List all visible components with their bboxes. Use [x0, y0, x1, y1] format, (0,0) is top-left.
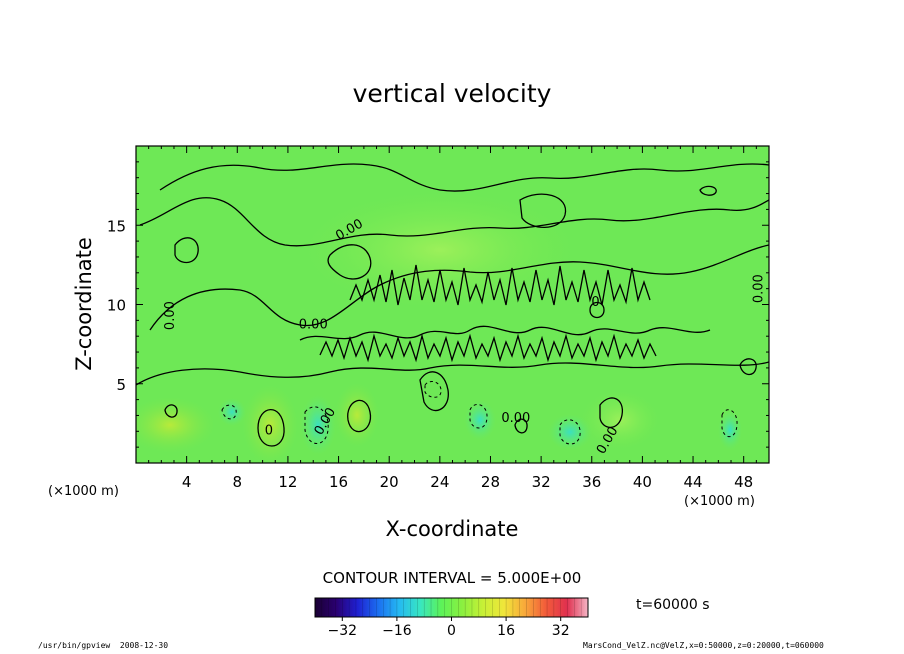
contour-line [159, 163, 769, 192]
contour-lines [136, 163, 769, 447]
contour-line [136, 361, 769, 386]
contour-label: 0.00 [501, 411, 530, 426]
field-patch [300, 190, 580, 310]
contour-line [514, 418, 528, 434]
contour-label: 0 [265, 423, 273, 438]
contour-line [347, 399, 372, 433]
contour-line [699, 185, 717, 196]
x-tick-label: 36 [582, 473, 601, 491]
x-tick-label: 4 [182, 473, 192, 491]
contour-line [257, 409, 285, 447]
y-axis-label: Z-coordinate [72, 237, 96, 371]
x-tick-label: 16 [329, 473, 348, 491]
colorbar-tick-label: 0 [447, 623, 456, 639]
negative-contours [221, 381, 738, 445]
x-tick-label: 28 [481, 473, 500, 491]
field-patch [464, 400, 496, 440]
footer-left: /usr/bin/gpview 2008-12-30 [38, 641, 169, 650]
x-tick-label: 48 [734, 473, 753, 491]
time-label: t=60000 s [636, 597, 710, 613]
contour-label: 0.00 [752, 274, 767, 303]
x-axis-label: X-coordinate [386, 517, 519, 541]
x-tick-label: 8 [233, 473, 243, 491]
x-tick-label: 20 [380, 473, 399, 491]
contour-line [424, 381, 442, 398]
y-axis: 5 10 15 [107, 161, 769, 448]
x-tick-label: 40 [633, 473, 652, 491]
contour-line [589, 301, 605, 319]
footer-right: MarsCond_VelZ.nc@VelZ,x=0:50000,z=0:2000… [583, 641, 824, 650]
colorbar-tick-label: 32 [552, 623, 570, 639]
contour-label: 0.00 [163, 301, 178, 330]
contour-line [519, 193, 567, 229]
x-tick-label: 12 [278, 473, 297, 491]
chart-title: vertical velocity [353, 79, 552, 108]
contour-line [739, 358, 757, 376]
contour-line [599, 397, 623, 429]
contour-line [419, 371, 449, 412]
contour-line [174, 237, 199, 264]
x-tick-label: 32 [532, 473, 551, 491]
field-patch [136, 397, 215, 453]
contour-label: 0 [591, 295, 599, 310]
field-patch [218, 398, 246, 426]
x-unit-right: (×1000 m) [684, 494, 755, 509]
colorbar-tick-label: −32 [328, 623, 358, 639]
contour-line [469, 403, 488, 429]
contour-line [221, 404, 237, 420]
colorbar: −32 −16 0 16 32 [314, 597, 589, 639]
x-tick-label: 44 [683, 473, 702, 491]
contour-line [349, 264, 651, 306]
contour-line [721, 409, 738, 438]
y-tick-label: 5 [116, 376, 126, 394]
y-tick-label: 10 [107, 297, 126, 315]
contour-line [327, 244, 372, 280]
contour-line [139, 197, 769, 247]
contour-line [559, 419, 581, 445]
contour-line [299, 325, 711, 341]
contour-line [149, 244, 769, 331]
plot-area: 0.00 0.000.000.000.000.000.0000 [135, 145, 770, 464]
x-unit-left: (×1000 m) [48, 484, 119, 499]
field-patch [718, 410, 742, 450]
colorbar-tick-label: −16 [382, 623, 412, 639]
field-patch [242, 385, 298, 463]
contour-label: 0.00 [299, 317, 328, 332]
contour-interval: CONTOUR INTERVAL = 5.000E+00 [323, 569, 582, 587]
colorbar-tick-label: 16 [497, 623, 515, 639]
x-axis: 4 8 12 16 20 24 28 32 36 40 44 48 [148, 146, 757, 491]
y-tick-label: 15 [107, 217, 126, 235]
contour-line [319, 333, 657, 363]
field-patch [335, 383, 379, 447]
colorbar-ticks: −32 −16 0 16 32 [314, 598, 589, 639]
contour-line [164, 404, 178, 418]
x-tick-label: 24 [430, 473, 449, 491]
